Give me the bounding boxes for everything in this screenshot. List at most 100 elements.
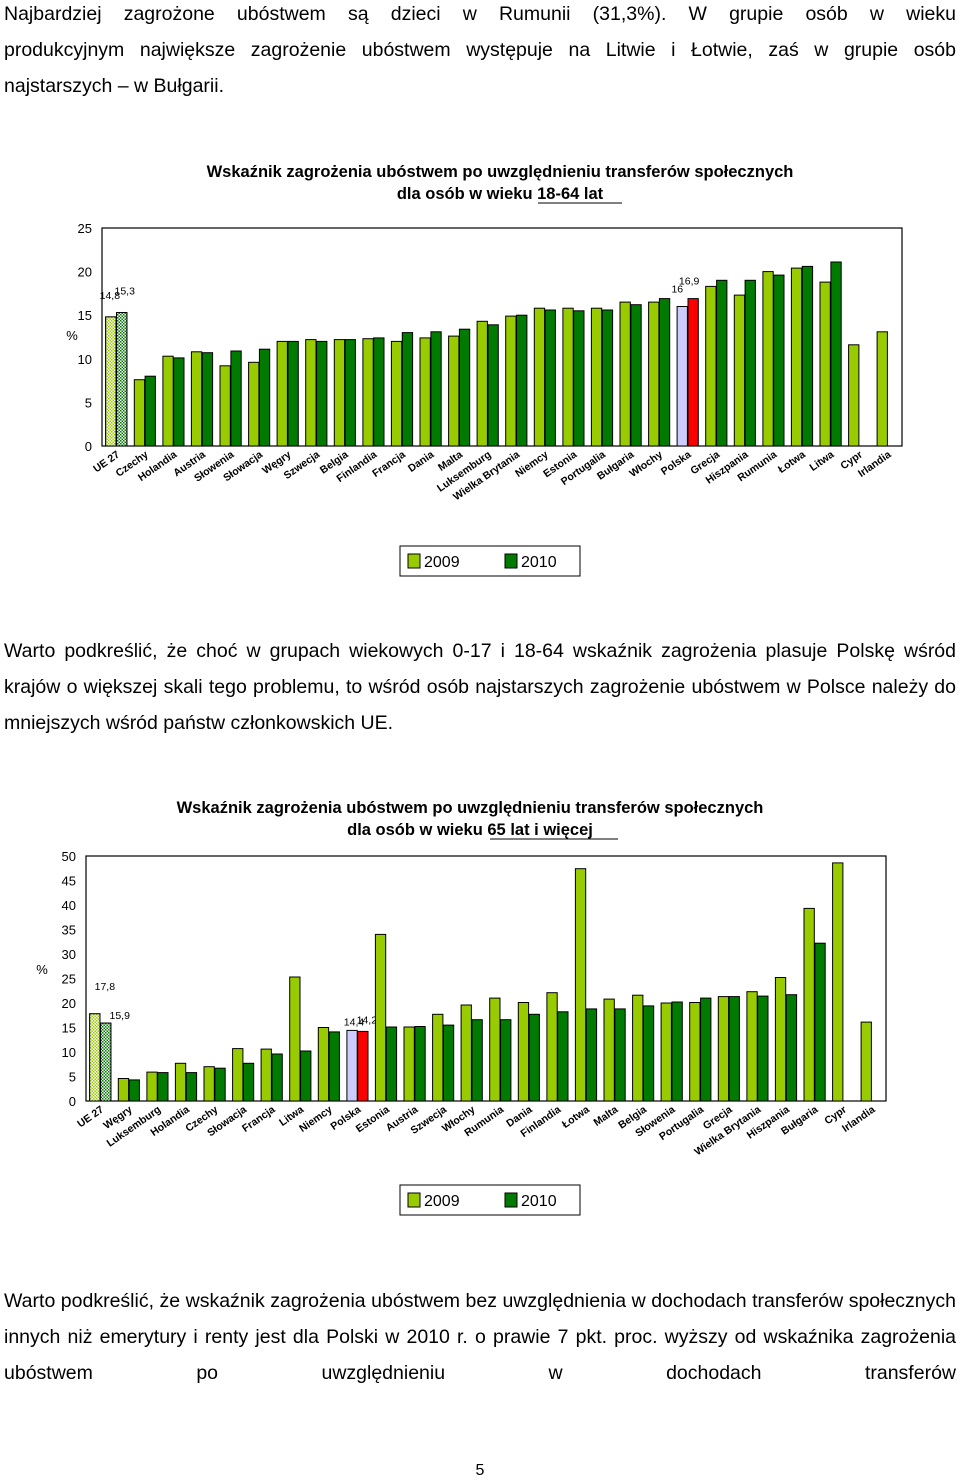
bar-grecja-2009 xyxy=(717,996,730,1102)
category-label: Irlandia xyxy=(856,449,894,480)
bar-hiszpania-2010 xyxy=(744,279,756,447)
bar-estonia-2009 xyxy=(374,933,387,1102)
bar-luksemburg-2009 xyxy=(476,320,488,447)
paragraph-poland-comparison: Warto podkreślić, że choć w grupach wiek… xyxy=(4,640,956,734)
bar-węgry-2009 xyxy=(276,340,288,447)
chart-title: Wskaźnik zagrożenia ubóstwem po uwzględn… xyxy=(177,799,764,817)
bar-austria-2009 xyxy=(190,351,203,447)
bar-czechy-2010 xyxy=(144,375,156,447)
data-label: 16 xyxy=(671,283,683,295)
y-tick-label: 30 xyxy=(62,947,76,962)
chart-title: Wskaźnik zagrożenia ubóstwem po uwzględn… xyxy=(207,163,794,181)
bar-polska-2010 xyxy=(357,1030,369,1102)
bar-holandia-2009 xyxy=(174,1062,187,1102)
bar-włochy-2009 xyxy=(648,301,660,447)
bar-rumunia-2010 xyxy=(773,274,785,447)
bar-polska-2009 xyxy=(346,1029,358,1102)
legend-swatch-2010 xyxy=(504,553,518,569)
chart-18-64: Wskaźnik zagrożenia ubóstwem po uwzględn… xyxy=(0,140,960,600)
bar-łotwa-2010 xyxy=(801,265,814,447)
bar-wielka-brytania-2009 xyxy=(505,315,517,447)
bar-holandia-2010 xyxy=(173,357,185,447)
bar-łotwa-2009 xyxy=(790,267,803,447)
bar-finlandia-2010 xyxy=(557,1011,569,1102)
bar-wielka-brytania-2010 xyxy=(516,314,528,447)
bar-słowacja-2009 xyxy=(232,1048,244,1102)
bar-włochy-2010 xyxy=(471,1019,483,1102)
bar-węgry-2010 xyxy=(287,340,299,447)
bar-finlandia-2009 xyxy=(362,338,374,447)
bar-bułgaria-2010 xyxy=(814,942,826,1102)
y-tick-label: 15 xyxy=(78,308,92,323)
bar-bułgaria-2009 xyxy=(803,907,815,1102)
bar-austria-2010 xyxy=(414,1026,426,1102)
bar-słowenia-2009 xyxy=(219,365,231,447)
bar-szwecja-2009 xyxy=(305,339,317,447)
category-label: Irlandia xyxy=(840,1104,878,1135)
bar-austria-2009 xyxy=(403,1026,415,1102)
bar-rumunia-2010 xyxy=(500,1019,512,1102)
category-label: Łotwa xyxy=(560,1104,592,1131)
intro-line: najstarszych – w Bułgarii. xyxy=(4,75,225,97)
chart-65-plus-svg: Wskaźnik zagrożenia ubóstwem po uwzględn… xyxy=(36,799,887,1216)
bar-luksemburg-2010 xyxy=(157,1072,169,1102)
y-axis-label: % xyxy=(66,328,78,343)
y-axis-label: % xyxy=(36,962,48,977)
category-label: Malta xyxy=(591,1104,620,1129)
y-tick-label: 15 xyxy=(62,1021,76,1036)
bar-hatch-2009 xyxy=(105,316,117,447)
y-tick-label: 5 xyxy=(69,1070,76,1085)
chart-title: dla osób w wieku 18-64 lat xyxy=(397,185,604,203)
category-label: Polska xyxy=(659,449,694,478)
data-label: 15,3 xyxy=(114,286,135,298)
bar-rumunia-2009 xyxy=(762,271,774,447)
y-tick-label: 10 xyxy=(78,352,92,367)
bar-bułgaria-2009 xyxy=(619,301,631,447)
plot-frame xyxy=(85,855,887,1102)
bar-estonia-2010 xyxy=(573,310,585,447)
bar-holandia-2009 xyxy=(162,355,174,447)
data-label: 14,2 xyxy=(357,1014,378,1026)
bar-cypr-2009 xyxy=(848,344,860,447)
legend-label: 2009 xyxy=(424,1193,460,1210)
bar-belgia-2010 xyxy=(642,1005,655,1102)
y-tick-label: 20 xyxy=(78,265,92,280)
bar-łotwa-2010 xyxy=(585,1008,598,1102)
legend-box xyxy=(399,545,581,577)
bar-malta-2009 xyxy=(603,998,615,1102)
bar-szwecja-2010 xyxy=(316,340,328,447)
bar-litwa-2010 xyxy=(830,261,842,447)
bar-hatch-2010 xyxy=(100,1022,112,1102)
bar-francja-2009 xyxy=(260,1048,272,1102)
bar-szwecja-2010 xyxy=(442,1024,455,1102)
bar-słowacja-2010 xyxy=(258,348,271,447)
page-number: 5 xyxy=(475,1462,485,1479)
bar-hiszpania-2009 xyxy=(733,294,746,447)
bar-litwa-2010 xyxy=(300,1050,312,1102)
bar-luksemburg-2009 xyxy=(146,1071,158,1102)
legend: 2009 2010 xyxy=(399,1184,581,1216)
category-label: Włochy xyxy=(627,449,665,480)
bar-malta-2009 xyxy=(448,335,460,447)
bar-irlandia-2009 xyxy=(876,331,888,447)
bar-hatch-2009 xyxy=(89,1013,101,1102)
bar-portugalia-2010 xyxy=(601,309,614,447)
legend-swatch-2010 xyxy=(504,1192,518,1208)
bar-hiszpania-2010 xyxy=(785,994,798,1102)
legend-swatch-2009 xyxy=(407,553,421,569)
bar-austria-2010 xyxy=(201,352,214,447)
bar-hatch-2010 xyxy=(116,312,128,447)
bar-słowacja-2010 xyxy=(242,1062,255,1102)
bar-łotwa-2009 xyxy=(574,868,587,1102)
bar-niemcy-2009 xyxy=(317,1027,330,1102)
y-tick-label: 5 xyxy=(85,395,92,410)
data-label: 15,9 xyxy=(109,1010,130,1022)
bar-belgia-2009 xyxy=(333,339,346,447)
bar-holandia-2010 xyxy=(185,1072,198,1102)
intro-paragraph: Najbardziej zagrożone ubóstwem są dzieci… xyxy=(4,0,956,104)
bar-czechy-2009 xyxy=(133,379,146,447)
chart-65-plus: Wskaźnik zagrożenia ubóstwem po uwzględn… xyxy=(0,780,960,1240)
bar-finlandia-2009 xyxy=(546,992,558,1102)
bar-słowenia-2009 xyxy=(660,1002,672,1102)
bar-portugalia-2009 xyxy=(689,1002,701,1102)
